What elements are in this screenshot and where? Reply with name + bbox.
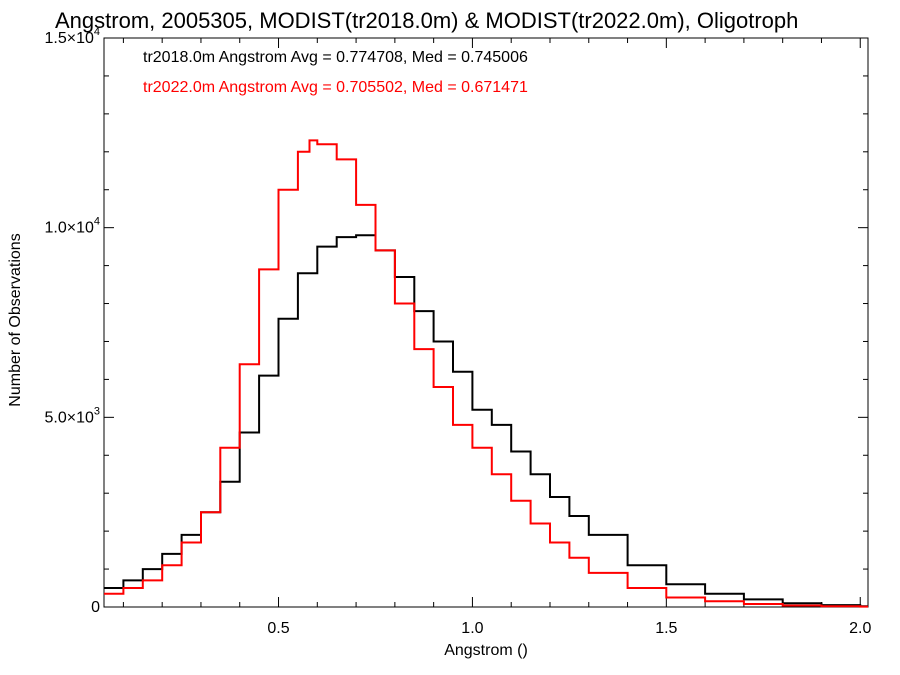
series-line-tr2022.0m <box>104 139 868 608</box>
y-axis: 0 5.0×103 1.0×104 1.5×104 <box>44 26 868 616</box>
y-tick-label: 5.0×103 <box>44 405 100 426</box>
x-axis-label: Angstrom () <box>444 642 528 659</box>
y-axis-label: Number of Observations <box>7 233 24 406</box>
plot-frame <box>103 37 869 608</box>
x-axis: 0.5 1.0 1.5 2.0 <box>122 38 871 637</box>
series-annotation-tr2018: tr2018.0m Angstrom Avg = 0.774708, Med =… <box>143 49 528 66</box>
y-tick-label: 0 <box>91 599 100 616</box>
chart-title: Angstrom, 2005305, MODIST(tr2018.0m) & M… <box>55 8 798 33</box>
x-tick-label: 2.0 <box>849 620 871 637</box>
x-tick-label: 1.0 <box>461 620 483 637</box>
y-tick-label: 1.0×104 <box>44 216 100 237</box>
y-tick-label: 1.5×104 <box>44 26 100 47</box>
x-tick-label: 0.5 <box>267 620 289 637</box>
x-tick-label: 1.5 <box>655 620 677 637</box>
series-annotation-tr2022: tr2022.0m Angstrom Avg = 0.705502, Med =… <box>143 79 528 96</box>
series-line-tr2018.0m <box>104 234 868 608</box>
series-group <box>104 139 868 608</box>
